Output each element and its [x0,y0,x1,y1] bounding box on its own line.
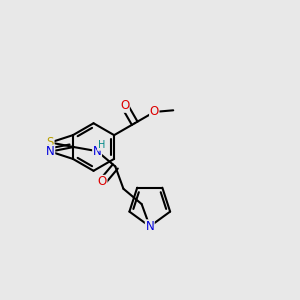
Text: H: H [98,140,105,150]
Text: O: O [150,106,159,118]
Text: O: O [98,176,107,188]
Text: N: N [93,145,101,158]
Text: O: O [120,99,129,112]
Text: N: N [46,145,55,158]
Text: S: S [46,136,54,149]
Text: N: N [146,220,154,233]
